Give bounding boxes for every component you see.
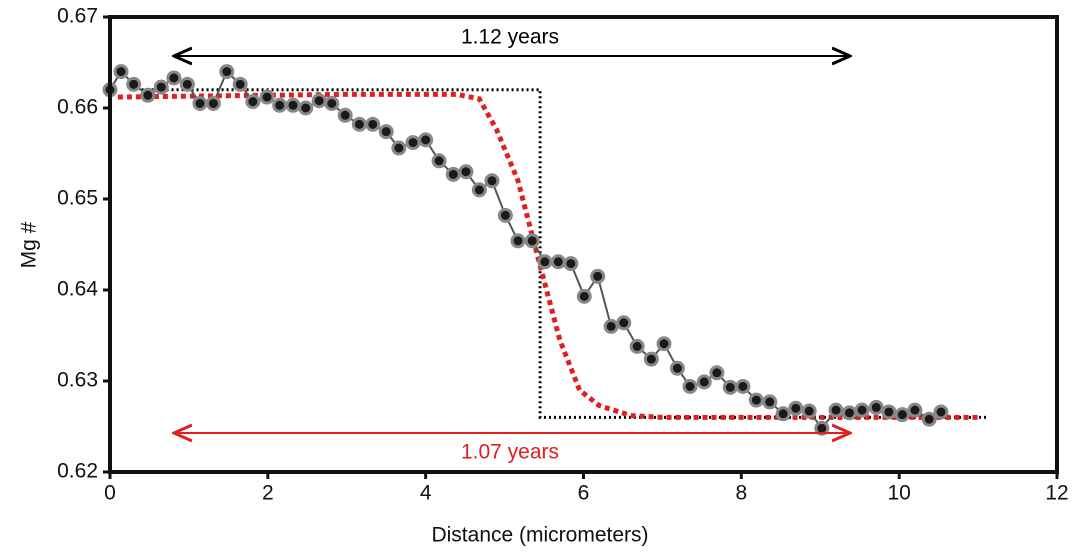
data-point bbox=[153, 79, 169, 95]
data-point bbox=[841, 405, 857, 421]
data-point bbox=[259, 89, 275, 105]
y-tick-label: 0.62 bbox=[57, 460, 98, 483]
x-tick-label: 12 bbox=[1045, 482, 1068, 505]
plot-frame bbox=[108, 15, 1059, 474]
series-line bbox=[117, 91, 979, 420]
series-line bbox=[141, 88, 986, 419]
data-point bbox=[272, 97, 288, 113]
annotation-text: 1.07 years bbox=[461, 441, 559, 464]
data-point bbox=[828, 402, 844, 418]
data-point bbox=[643, 351, 659, 367]
x-axis-label: Distance (micrometers) bbox=[431, 524, 648, 547]
y-tick-label: 0.65 bbox=[57, 187, 98, 210]
data-point bbox=[497, 207, 513, 223]
x-tick-label: 6 bbox=[578, 482, 590, 505]
data-point bbox=[232, 76, 248, 92]
data-point bbox=[709, 365, 725, 381]
data-point bbox=[537, 254, 553, 270]
data-point bbox=[192, 95, 208, 111]
data-point bbox=[378, 124, 394, 140]
data-point bbox=[696, 374, 712, 390]
data-point bbox=[219, 64, 235, 80]
x-tick-label: 8 bbox=[735, 482, 747, 505]
data-point bbox=[445, 166, 461, 182]
data-point bbox=[113, 64, 129, 80]
data-point bbox=[205, 95, 221, 111]
data-point bbox=[484, 173, 500, 189]
annotation-text: 1.12 years bbox=[461, 26, 559, 49]
data-point bbox=[656, 336, 672, 352]
data-point bbox=[431, 153, 447, 169]
data-point bbox=[391, 140, 407, 156]
data-point bbox=[418, 132, 434, 148]
data-point bbox=[907, 402, 923, 418]
data-point bbox=[471, 182, 487, 198]
data-point bbox=[603, 318, 619, 334]
data-point bbox=[405, 135, 421, 151]
data-point bbox=[576, 288, 592, 304]
data-point bbox=[351, 116, 367, 132]
y-tick-label: 0.66 bbox=[57, 96, 98, 119]
data-point bbox=[458, 164, 474, 180]
y-tick-label: 0.67 bbox=[57, 5, 98, 28]
data-point bbox=[775, 406, 791, 422]
data-point bbox=[324, 95, 340, 111]
y-axis-label: Mg # bbox=[18, 221, 41, 268]
data-point bbox=[921, 411, 937, 427]
data-point bbox=[854, 402, 870, 418]
data-point bbox=[524, 233, 540, 249]
data-point bbox=[629, 338, 645, 354]
data-point bbox=[735, 378, 751, 394]
data-point bbox=[669, 360, 685, 376]
data-point bbox=[166, 70, 182, 86]
data-point bbox=[801, 403, 817, 419]
data-point bbox=[311, 93, 327, 109]
data-point bbox=[140, 87, 156, 103]
data-point bbox=[337, 107, 353, 123]
data-point bbox=[868, 399, 884, 415]
data-point bbox=[126, 76, 142, 92]
data-point bbox=[550, 254, 566, 270]
data-point bbox=[894, 407, 910, 423]
data-point bbox=[722, 379, 738, 395]
data-point bbox=[298, 100, 314, 116]
data-point bbox=[590, 268, 606, 284]
data-point bbox=[563, 256, 579, 272]
data-point bbox=[285, 97, 301, 113]
x-tick-label: 2 bbox=[262, 482, 274, 505]
data-point bbox=[616, 315, 632, 331]
data-point bbox=[245, 94, 261, 110]
data-point bbox=[179, 76, 195, 92]
data-point bbox=[933, 404, 949, 420]
data-point bbox=[365, 116, 381, 132]
x-tick-label: 0 bbox=[104, 482, 116, 505]
x-tick-label: 4 bbox=[420, 482, 432, 505]
series-line bbox=[109, 69, 942, 430]
data-point bbox=[510, 233, 526, 249]
data-point bbox=[682, 378, 698, 394]
data-point bbox=[881, 404, 897, 420]
data-point bbox=[762, 394, 778, 410]
y-tick-label: 0.63 bbox=[57, 369, 98, 392]
data-point bbox=[748, 392, 764, 408]
x-tick-label: 10 bbox=[887, 482, 910, 505]
y-tick-label: 0.64 bbox=[57, 278, 98, 301]
data-point bbox=[788, 400, 804, 416]
